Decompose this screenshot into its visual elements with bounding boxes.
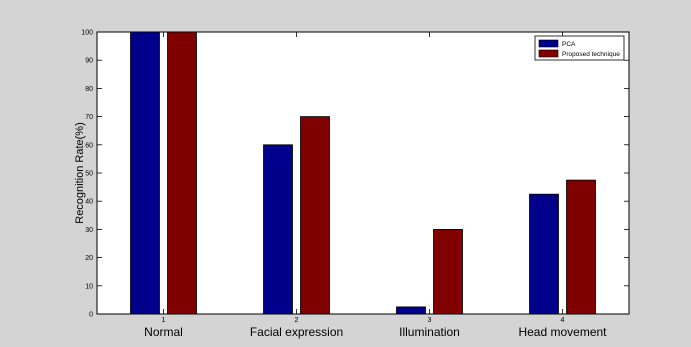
y-tick-label: 100 bbox=[81, 30, 93, 37]
category-label: Normal bbox=[144, 325, 183, 339]
y-tick-label: 10 bbox=[85, 283, 93, 290]
y-tick-label: 60 bbox=[85, 142, 93, 149]
bar-pca-1 bbox=[130, 31, 160, 315]
bar-proposed-1 bbox=[167, 31, 197, 315]
y-axis-label: Recognition Rate(%) bbox=[74, 122, 86, 224]
legend-swatch-pca bbox=[538, 39, 559, 48]
category-labels: Normal Facial expression Illumination Head … bbox=[144, 325, 607, 339]
ticks-layer: 0 10 20 30 40 50 60 70 80 90 100 1 2 3 4 bbox=[81, 30, 629, 324]
legend-label-proposed: Proposed technique bbox=[562, 51, 620, 58]
y-tick-label: 70 bbox=[85, 114, 93, 121]
y-tick-label: 30 bbox=[85, 227, 93, 234]
bar-proposed-2 bbox=[300, 116, 330, 315]
x-tick-label: 4 bbox=[561, 317, 565, 324]
bars-layer bbox=[130, 31, 596, 315]
y-tick-label: 50 bbox=[85, 171, 93, 178]
category-label: Facial expression bbox=[250, 325, 343, 339]
x-tick-label: 2 bbox=[295, 317, 299, 324]
y-tick-label: 20 bbox=[85, 255, 93, 262]
y-tick-label: 40 bbox=[85, 199, 93, 206]
bar-pca-4 bbox=[529, 193, 559, 315]
legend-swatch-proposed bbox=[538, 49, 559, 58]
y-tick-label: 90 bbox=[85, 58, 93, 65]
legend: PCA Proposed technique bbox=[534, 35, 625, 61]
bar-proposed-3 bbox=[433, 228, 463, 315]
x-tick-label: 3 bbox=[428, 317, 432, 324]
category-label: Head movement bbox=[518, 325, 607, 339]
bar-pca-2 bbox=[263, 144, 293, 315]
x-tick-label: 1 bbox=[162, 317, 166, 324]
y-tick-label: 80 bbox=[85, 86, 93, 93]
category-label: Illumination bbox=[399, 325, 460, 339]
bar-proposed-4 bbox=[566, 179, 596, 315]
bar-pca-3 bbox=[396, 306, 426, 315]
y-tick-label: 0 bbox=[89, 312, 93, 319]
legend-label-pca: PCA bbox=[562, 41, 576, 48]
